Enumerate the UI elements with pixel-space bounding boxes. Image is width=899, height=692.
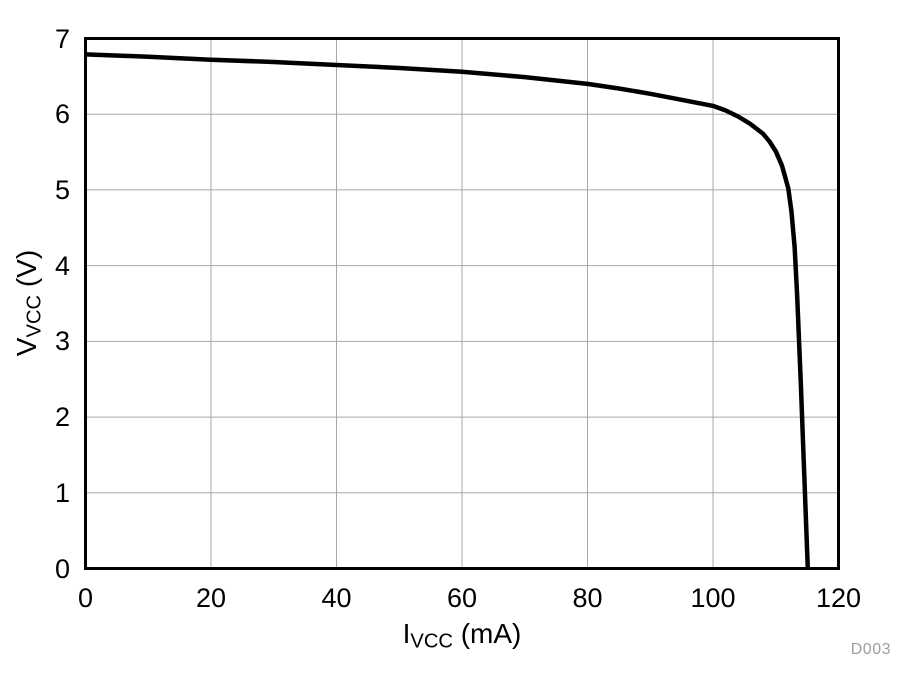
plot-area [84, 37, 840, 570]
y-tick-label: 4 [54, 250, 70, 281]
x-axis-title-sub: VCC [410, 630, 453, 653]
x-tick-label: 60 [446, 583, 478, 613]
x-tick-label: 0 [77, 583, 94, 613]
y-tick-label: 6 [54, 99, 70, 130]
y-tick-label: 0 [54, 553, 70, 584]
y-axis-title-main: V [11, 337, 42, 357]
y-axis-title-unit: (V) [11, 249, 42, 295]
x-tick-label: 20 [195, 583, 227, 613]
y-axis-title-sub: VCC [23, 294, 46, 338]
figure-code: D003 [850, 641, 891, 658]
x-tick-label: 80 [572, 583, 603, 613]
x-tick-label: 40 [321, 583, 352, 613]
x-tick-label: 120 [815, 583, 862, 613]
data-curve [85, 52, 811, 569]
y-axis-title: VVCC (V) [9, 203, 45, 403]
y-tick-label: 3 [54, 326, 70, 357]
y-tick-label: 1 [54, 477, 70, 508]
x-axis-title-main: I [402, 618, 411, 649]
x-axis-title-unit: (mA) [452, 618, 522, 649]
x-tick-label: 100 [690, 583, 736, 613]
y-tick-label: 7 [54, 23, 70, 54]
plot-frame [84, 37, 840, 570]
x-axis-title: IVCC (mA) [84, 618, 840, 653]
y-tick-label: 2 [54, 402, 70, 433]
y-tick-label: 5 [54, 174, 70, 205]
